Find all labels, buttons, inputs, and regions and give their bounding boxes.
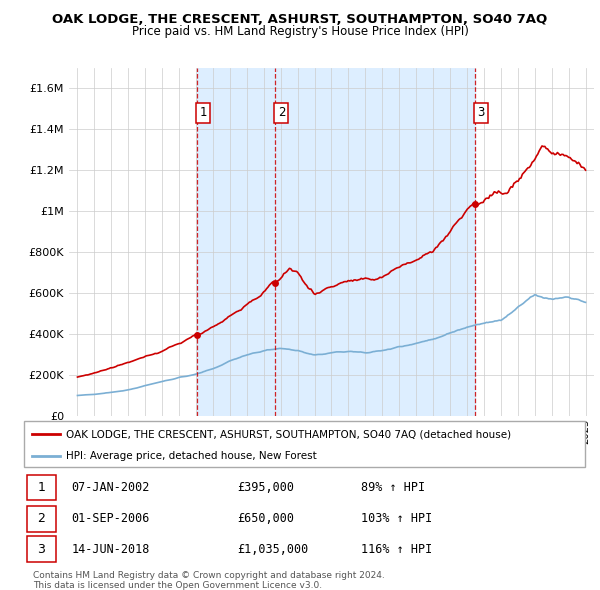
Text: HPI: Average price, detached house, New Forest: HPI: Average price, detached house, New … <box>66 451 317 461</box>
FancyBboxPatch shape <box>27 475 56 500</box>
Text: 1: 1 <box>37 481 46 494</box>
Text: 1: 1 <box>199 106 207 119</box>
FancyBboxPatch shape <box>27 506 56 532</box>
Bar <box>197 68 475 416</box>
FancyBboxPatch shape <box>27 536 56 562</box>
Text: 3: 3 <box>477 106 485 119</box>
Text: 2: 2 <box>37 512 46 526</box>
FancyBboxPatch shape <box>24 421 585 467</box>
Text: £650,000: £650,000 <box>237 512 294 526</box>
Text: OAK LODGE, THE CRESCENT, ASHURST, SOUTHAMPTON, SO40 7AQ: OAK LODGE, THE CRESCENT, ASHURST, SOUTHA… <box>52 13 548 26</box>
Text: 89% ↑ HPI: 89% ↑ HPI <box>361 481 425 494</box>
Text: Contains HM Land Registry data © Crown copyright and database right 2024.
This d: Contains HM Land Registry data © Crown c… <box>33 571 385 590</box>
Text: 3: 3 <box>37 543 46 556</box>
Text: 01-SEP-2006: 01-SEP-2006 <box>71 512 150 526</box>
Text: £395,000: £395,000 <box>237 481 294 494</box>
Text: 103% ↑ HPI: 103% ↑ HPI <box>361 512 432 526</box>
Text: 07-JAN-2002: 07-JAN-2002 <box>71 481 150 494</box>
Text: OAK LODGE, THE CRESCENT, ASHURST, SOUTHAMPTON, SO40 7AQ (detached house): OAK LODGE, THE CRESCENT, ASHURST, SOUTHA… <box>66 429 511 439</box>
Text: 116% ↑ HPI: 116% ↑ HPI <box>361 543 432 556</box>
Text: Price paid vs. HM Land Registry's House Price Index (HPI): Price paid vs. HM Land Registry's House … <box>131 25 469 38</box>
Text: £1,035,000: £1,035,000 <box>237 543 308 556</box>
Text: 14-JUN-2018: 14-JUN-2018 <box>71 543 150 556</box>
Text: 2: 2 <box>278 106 285 119</box>
